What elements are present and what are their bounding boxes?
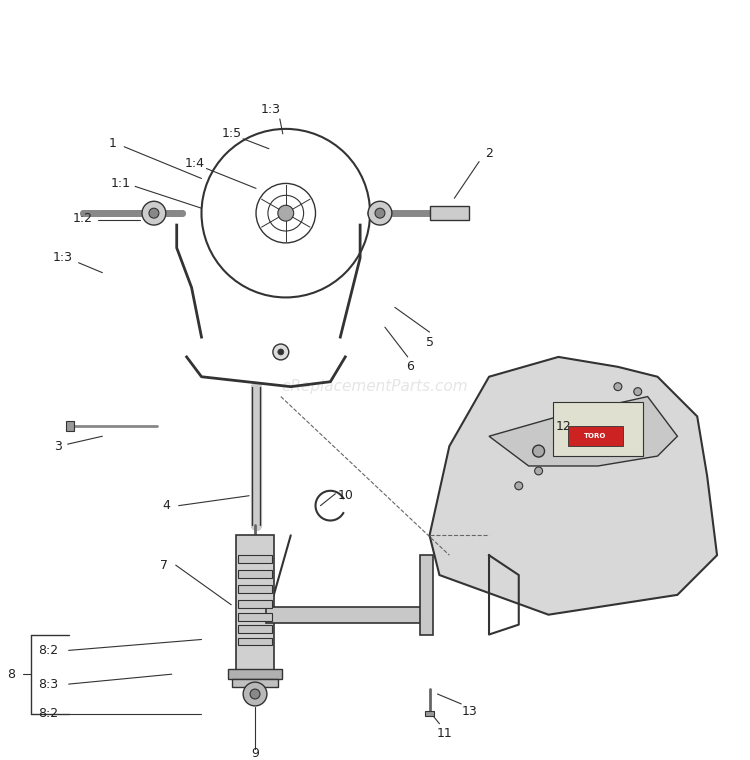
Bar xyxy=(430,206,470,220)
Circle shape xyxy=(375,208,385,218)
Polygon shape xyxy=(430,357,717,615)
Bar xyxy=(238,613,272,621)
Circle shape xyxy=(243,682,267,706)
Text: 11: 11 xyxy=(436,727,452,740)
Text: eReplacementParts.com: eReplacementParts.com xyxy=(282,379,468,394)
Text: 1:3: 1:3 xyxy=(53,252,73,264)
Text: 8:2: 8:2 xyxy=(38,644,58,657)
Bar xyxy=(424,711,434,716)
Bar xyxy=(232,679,278,687)
Circle shape xyxy=(273,344,289,360)
Polygon shape xyxy=(489,397,677,466)
Circle shape xyxy=(535,467,542,475)
Bar xyxy=(236,535,274,674)
Text: 6: 6 xyxy=(406,360,414,373)
Bar xyxy=(554,401,643,456)
Circle shape xyxy=(614,383,622,391)
Circle shape xyxy=(142,201,166,225)
Circle shape xyxy=(250,689,260,699)
Text: 12: 12 xyxy=(556,420,572,433)
Bar xyxy=(66,421,74,431)
Circle shape xyxy=(532,445,544,457)
Bar xyxy=(238,556,272,563)
Text: 1:4: 1:4 xyxy=(184,157,205,170)
Circle shape xyxy=(278,349,284,355)
Text: 1: 1 xyxy=(108,138,116,150)
Bar xyxy=(568,426,622,446)
Bar xyxy=(228,670,282,679)
Text: 10: 10 xyxy=(338,489,353,502)
Text: 1:1: 1:1 xyxy=(110,177,130,190)
Bar xyxy=(419,556,434,635)
Text: 8:2: 8:2 xyxy=(38,708,58,720)
Text: 8: 8 xyxy=(8,668,15,681)
Bar xyxy=(238,600,272,608)
Circle shape xyxy=(368,201,392,225)
Bar xyxy=(238,625,272,632)
Text: 2: 2 xyxy=(485,147,493,160)
Bar xyxy=(238,570,272,578)
Text: 1:5: 1:5 xyxy=(221,128,242,141)
Text: 8:3: 8:3 xyxy=(38,678,58,691)
Bar xyxy=(238,638,272,645)
Text: 3: 3 xyxy=(54,439,62,453)
Circle shape xyxy=(634,388,642,396)
Text: 5: 5 xyxy=(425,336,433,349)
Text: 9: 9 xyxy=(251,747,259,760)
Circle shape xyxy=(278,205,294,221)
Text: TORO: TORO xyxy=(584,433,606,439)
Circle shape xyxy=(514,482,523,489)
Text: 7: 7 xyxy=(160,559,168,572)
Text: 13: 13 xyxy=(461,705,477,718)
Bar xyxy=(266,606,430,622)
Text: 1:2: 1:2 xyxy=(73,211,92,225)
Circle shape xyxy=(149,208,159,218)
Text: 1:3: 1:3 xyxy=(261,103,281,116)
Text: 4: 4 xyxy=(163,499,171,512)
Bar xyxy=(238,585,272,593)
